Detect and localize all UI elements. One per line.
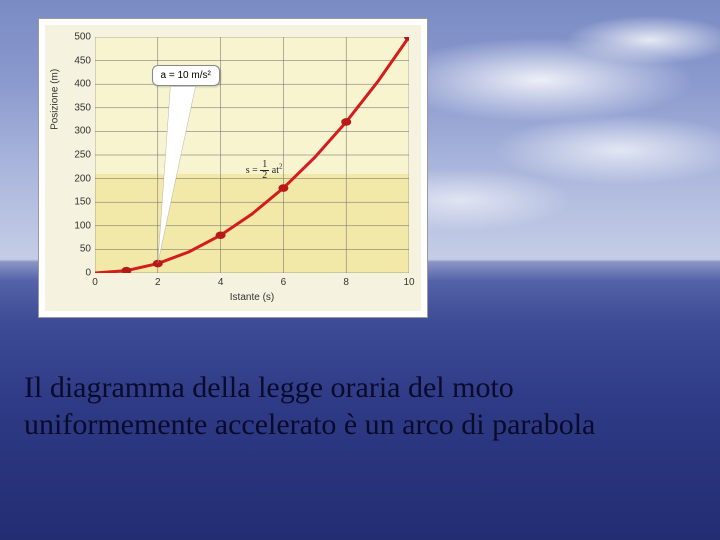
y-tick: 300 bbox=[74, 126, 95, 137]
acceleration-callout: a = 10 m/s² bbox=[152, 65, 220, 86]
y-tick: 100 bbox=[74, 220, 95, 231]
y-tick: 450 bbox=[74, 55, 95, 66]
y-tick: 400 bbox=[74, 79, 95, 90]
x-tick: 6 bbox=[281, 273, 287, 288]
y-tick: 350 bbox=[74, 102, 95, 113]
y-tick: 50 bbox=[80, 244, 95, 255]
y-tick: 200 bbox=[74, 173, 95, 184]
y-axis-label: Posizione (m) bbox=[50, 69, 61, 130]
plot-area: 050100150200250300350400450500 0246810 P… bbox=[95, 37, 409, 273]
x-tick-labels: 0246810 bbox=[95, 37, 409, 273]
x-tick: 4 bbox=[218, 273, 224, 288]
x-tick: 2 bbox=[155, 273, 161, 288]
y-tick: 150 bbox=[74, 197, 95, 208]
slide-caption: Il diagramma della legge oraria del moto… bbox=[24, 370, 660, 443]
y-tick: 250 bbox=[74, 150, 95, 161]
y-tick: 500 bbox=[74, 32, 95, 43]
chart-container: 0 50 100 150 200 250 300 350 400 450 500 0246810 P… bbox=[38, 18, 428, 318]
chart-inner: 0 50 100 150 200 250 300 350 400 450 500 0246810 P… bbox=[45, 25, 421, 311]
callout-text: a = 10 m/s² bbox=[161, 70, 211, 81]
x-tick: 10 bbox=[403, 273, 414, 288]
x-tick: 8 bbox=[343, 273, 349, 288]
x-tick: 0 bbox=[92, 273, 98, 288]
equation-label: s = 12 at2 bbox=[246, 160, 283, 181]
x-axis-label: Istante (s) bbox=[230, 292, 274, 303]
